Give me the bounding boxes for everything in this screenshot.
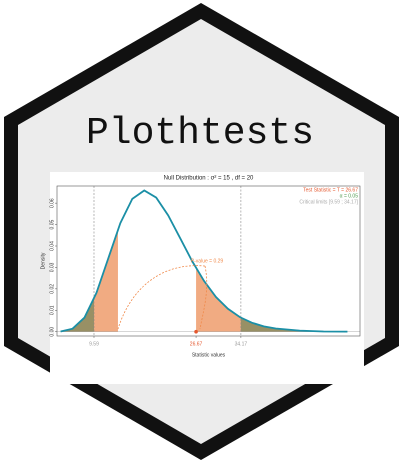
density-curve [60, 189, 348, 333]
plot-box [56, 185, 361, 337]
sticker-title: Plothtests [86, 112, 314, 155]
legend-entry: Critical limits [9.59 ; 34.17] [299, 199, 358, 205]
annotation-arrow [117, 265, 206, 330]
x-tick-label: 26.67 [190, 341, 203, 347]
shaded-region [60, 230, 118, 332]
legend-entry: Test Statistic = T = 26.67 [303, 187, 358, 193]
legend-entry: α = 0.05 [340, 193, 359, 199]
y-tick-label: 0.03 [49, 262, 55, 272]
shaded-region [240, 317, 348, 332]
y-tick-label: 0.02 [49, 284, 55, 294]
y-tick-label: 0.06 [49, 198, 55, 208]
annotation: P-value = 0.29 [191, 258, 224, 264]
chart-title: Null Distribution : σ² = 15 , df = 20 [164, 176, 254, 182]
x-tick-label: 34.17 [235, 341, 248, 347]
shaded-region [196, 267, 348, 332]
test-statistic-point [194, 329, 198, 334]
y-tick-label: 0.00 [49, 327, 55, 337]
y-tick-label: 0.05 [49, 219, 55, 229]
y-tick-label: 0.01 [49, 305, 55, 315]
plot: 0.00 0.01 0.02 0.03 0.04 0.05 0.06 9.59 26.67 34.… [40, 176, 361, 358]
x-axis-label: Statistic values [192, 352, 226, 358]
y-axis-label: Density [40, 252, 46, 269]
x-tick-label: 9.59 [89, 341, 99, 347]
y-tick-label: 0.04 [49, 241, 55, 251]
shaded-region [60, 297, 94, 332]
